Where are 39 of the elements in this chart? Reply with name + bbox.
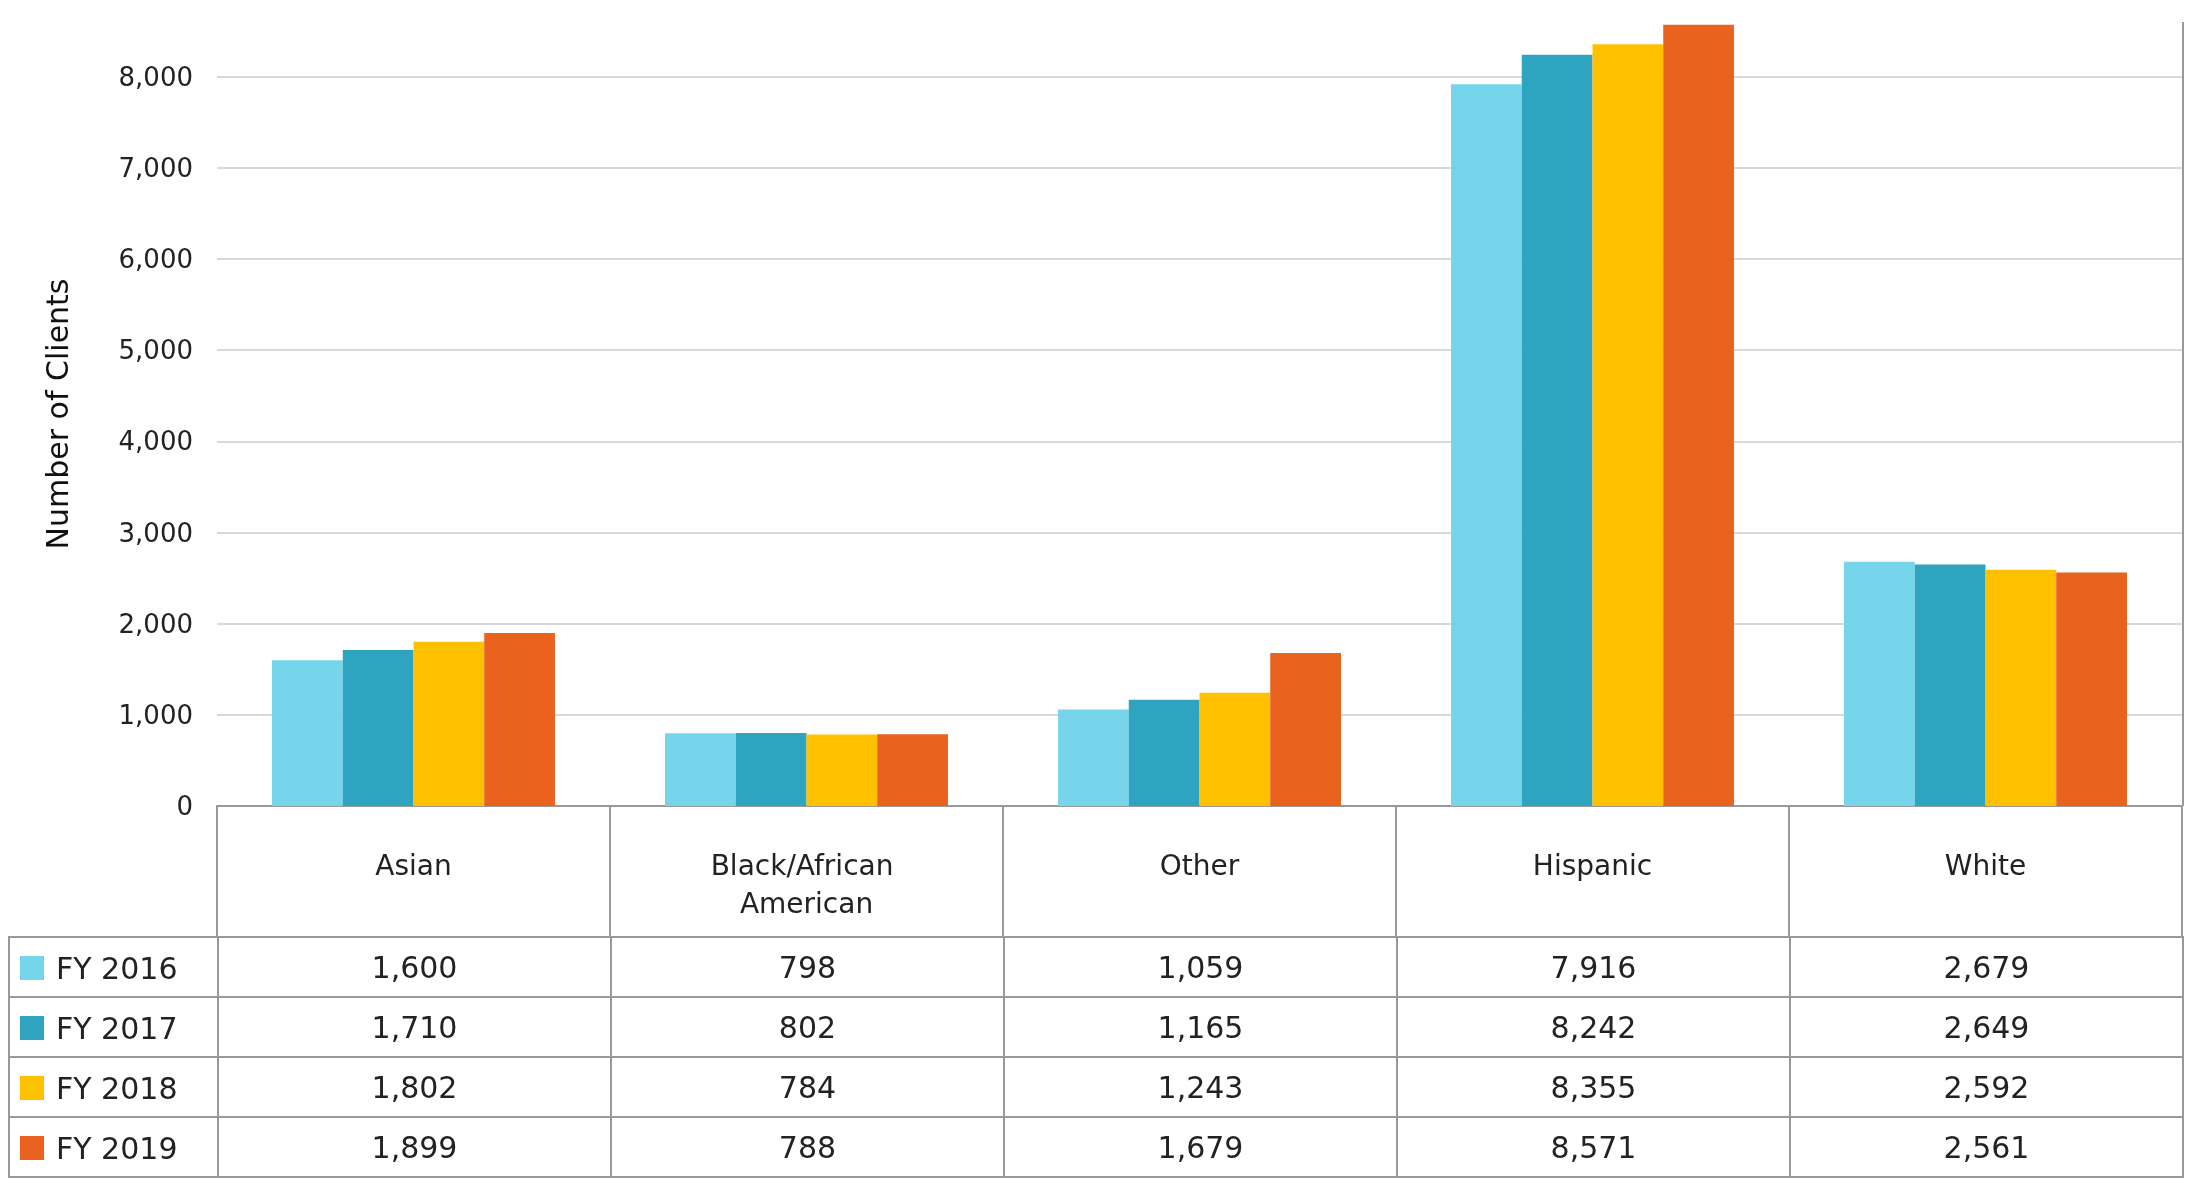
data-label: 802 [611,997,1004,1057]
data-label: 2,679 [1790,937,2183,997]
data-label: 1,600 [218,937,611,997]
data-label: 1,165 [1004,997,1397,1057]
y-tick-label: 0 [176,791,193,821]
x-tick-label: Black/African American [710,848,903,920]
y-tick-label: 8,000 [118,61,193,92]
legend-label: FY 2016 [56,950,178,986]
data-label: 8,242 [1397,997,1790,1057]
data-label: 8,571 [1397,1117,1790,1177]
y-tick-label: 2,000 [118,608,193,639]
y-tick-label: 5,000 [118,335,193,366]
data-label: 2,649 [1790,997,2183,1057]
legend-label: FY 2019 [56,1130,178,1166]
legend-label: FY 2017 [56,1010,178,1046]
legend-label: FY 2018 [56,1070,178,1106]
data-label: 7,916 [1397,937,1790,997]
x-tick-label: Other [1159,848,1240,882]
data-label: 788 [611,1117,1004,1177]
y-tick-label: 6,000 [118,244,193,275]
x-tick-label: White [1944,848,2027,882]
data-label: 1,679 [1004,1117,1397,1177]
data-label: 784 [611,1057,1004,1117]
data-label: 1,243 [1004,1057,1397,1117]
data-label: 798 [611,937,1004,997]
y-tick-label: 3,000 [118,517,193,548]
y-axis-title: Number of Clients [39,278,75,550]
y-tick-label: 1,000 [118,699,193,730]
data-label: 2,592 [1790,1057,2183,1117]
data-label: 1,059 [1004,937,1397,997]
x-tick-label: Hispanic [1532,848,1653,882]
data-label: 1,899 [218,1117,611,1177]
data-label: 8,355 [1397,1057,1790,1117]
data-label: 2,561 [1790,1117,2183,1177]
y-tick-label: 4,000 [118,426,193,457]
data-label: 1,710 [218,997,611,1057]
y-tick-label: 7,000 [118,152,193,183]
data-label: 1,802 [218,1057,611,1117]
x-tick-label: Asian [375,848,452,882]
